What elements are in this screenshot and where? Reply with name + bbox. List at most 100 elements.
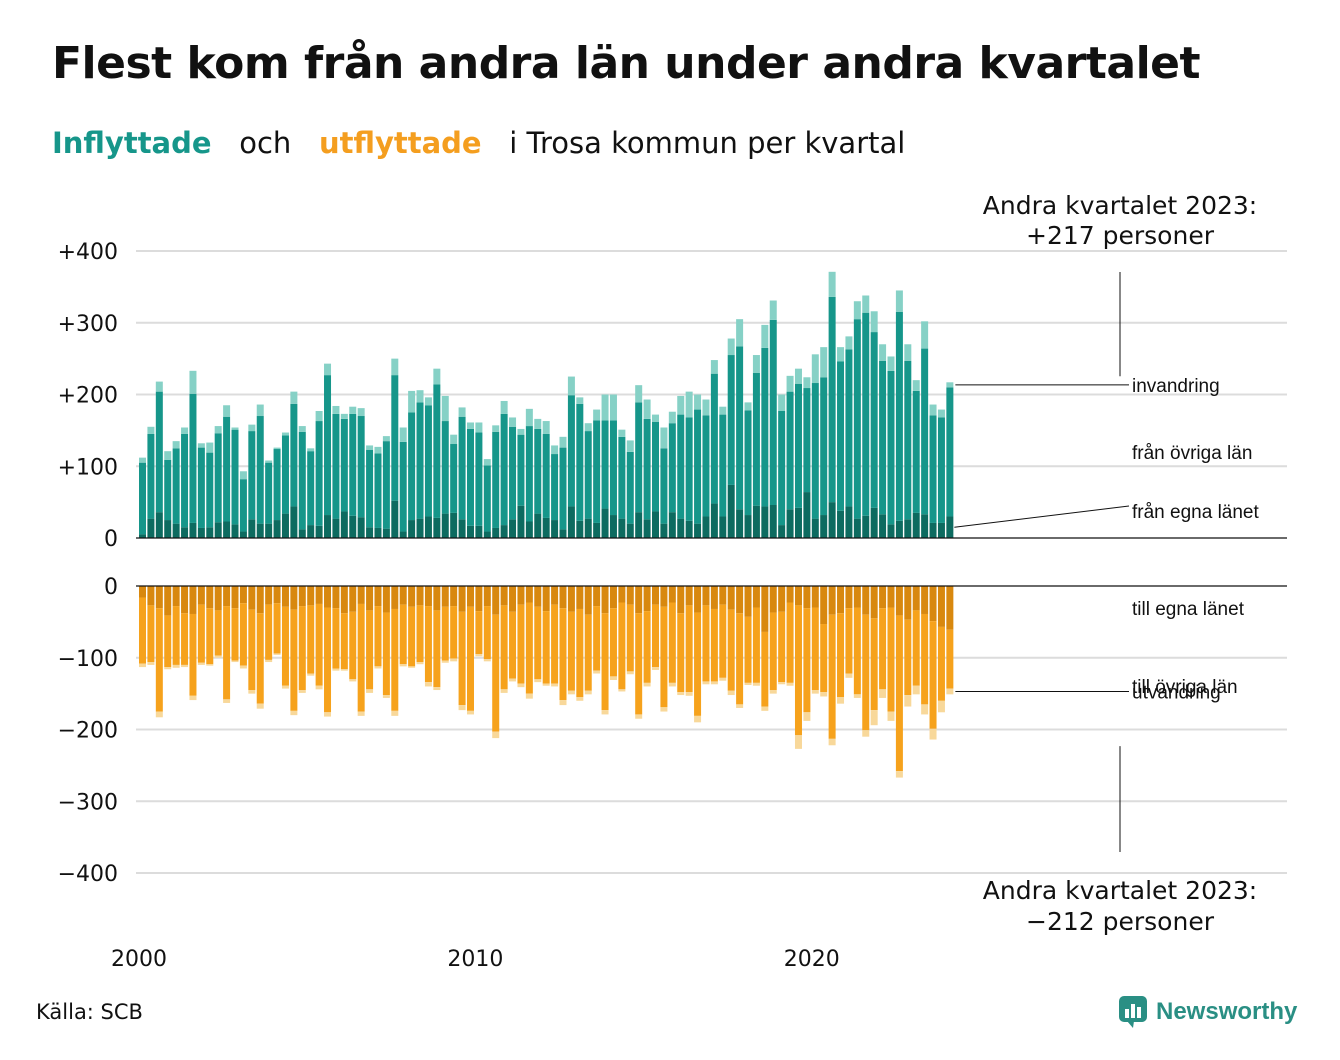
y-tick-top: +100 bbox=[58, 455, 118, 480]
bar-out bbox=[652, 604, 660, 668]
bar-out bbox=[652, 667, 660, 670]
bar-in bbox=[929, 415, 937, 523]
bar-out bbox=[525, 693, 533, 699]
y-tick-top: +300 bbox=[58, 312, 118, 337]
bar-out bbox=[635, 714, 643, 719]
subtitle-rest: i Trosa kommun per kvartal bbox=[509, 126, 906, 160]
bar-out bbox=[500, 605, 508, 690]
bar-in bbox=[509, 417, 517, 427]
bar-out bbox=[702, 681, 710, 685]
bar-out bbox=[584, 690, 592, 695]
bar-in bbox=[256, 404, 264, 417]
bar-in bbox=[921, 321, 929, 349]
bar-in bbox=[778, 525, 786, 538]
bar-out bbox=[946, 629, 954, 689]
bar-out bbox=[265, 604, 273, 660]
bar-out bbox=[820, 692, 828, 697]
bar-in bbox=[828, 502, 836, 539]
bar-out bbox=[929, 728, 937, 740]
bar-in bbox=[214, 522, 222, 538]
bar-in bbox=[324, 375, 332, 516]
bar-out bbox=[534, 679, 542, 683]
bar-out bbox=[794, 735, 802, 749]
bar-out bbox=[929, 621, 937, 729]
bar-in bbox=[298, 426, 306, 432]
bar-in bbox=[551, 520, 559, 538]
bar-in bbox=[668, 512, 676, 538]
bar-out bbox=[517, 586, 525, 605]
bar-out bbox=[223, 699, 231, 703]
bar-in bbox=[349, 413, 357, 516]
bar-in bbox=[601, 420, 609, 509]
bar-out bbox=[593, 586, 601, 607]
bar-in bbox=[357, 517, 365, 538]
bar-in bbox=[736, 509, 744, 538]
bar-in bbox=[761, 506, 769, 538]
bar-out bbox=[921, 586, 929, 614]
bar-out bbox=[677, 692, 685, 696]
bar-in bbox=[895, 311, 903, 521]
bar-out bbox=[929, 586, 937, 622]
bar-in bbox=[811, 354, 819, 384]
bar-in bbox=[551, 445, 559, 455]
bar-in bbox=[567, 376, 575, 396]
bar-out bbox=[626, 604, 634, 672]
bar-in bbox=[366, 445, 374, 450]
bar-in bbox=[853, 301, 861, 320]
bar-in bbox=[660, 448, 668, 524]
bar-in bbox=[853, 319, 861, 519]
bar-out bbox=[870, 618, 878, 711]
bar-in bbox=[786, 375, 794, 392]
subtitle-och: och bbox=[239, 126, 292, 160]
bar-in bbox=[324, 515, 332, 538]
annotation-bottom-line1: Andra kvartalet 2023: bbox=[983, 876, 1257, 905]
bar-out bbox=[298, 606, 306, 691]
bar-out bbox=[559, 608, 567, 701]
bar-out bbox=[761, 706, 769, 711]
bar-in bbox=[408, 412, 416, 521]
bar-out bbox=[752, 682, 760, 686]
bar-out bbox=[534, 606, 542, 680]
bar-in bbox=[786, 391, 794, 510]
bar-out bbox=[862, 614, 870, 731]
bar-in bbox=[811, 383, 819, 519]
bar-in bbox=[206, 442, 214, 453]
bar-out bbox=[618, 602, 626, 690]
bar-out bbox=[189, 586, 197, 614]
bar-out bbox=[408, 586, 416, 607]
bar-out bbox=[811, 586, 819, 608]
bar-out bbox=[197, 662, 205, 665]
bar-out bbox=[231, 608, 239, 661]
bar-out bbox=[147, 605, 155, 663]
bar-out bbox=[937, 586, 945, 627]
bar-out bbox=[593, 606, 601, 671]
bar-out bbox=[139, 586, 146, 598]
bar-out bbox=[921, 613, 929, 705]
bar-out bbox=[811, 690, 819, 694]
bar-out bbox=[441, 586, 449, 607]
bar-out bbox=[593, 670, 601, 674]
bar-in bbox=[172, 441, 180, 449]
bar-in bbox=[483, 465, 491, 532]
bar-out bbox=[752, 586, 760, 608]
bar-out bbox=[542, 611, 550, 684]
bar-out bbox=[332, 586, 340, 609]
bar-in bbox=[752, 355, 760, 373]
bar-out bbox=[223, 586, 231, 607]
bar-out bbox=[534, 586, 542, 607]
bar-in bbox=[921, 514, 929, 538]
bar-in bbox=[609, 420, 617, 516]
bar-out bbox=[794, 586, 802, 606]
bar-in bbox=[694, 394, 702, 410]
bar-out bbox=[433, 610, 441, 688]
bar-in bbox=[887, 524, 895, 538]
bar-out bbox=[828, 614, 836, 739]
leader-fran-egna-lanet bbox=[954, 505, 1130, 528]
bar-out bbox=[685, 586, 693, 606]
bar-out bbox=[424, 606, 432, 683]
bar-in bbox=[837, 347, 845, 362]
bar-out bbox=[702, 586, 710, 606]
bar-in bbox=[399, 441, 407, 532]
bar-out bbox=[483, 659, 491, 662]
bar-in bbox=[635, 402, 643, 513]
